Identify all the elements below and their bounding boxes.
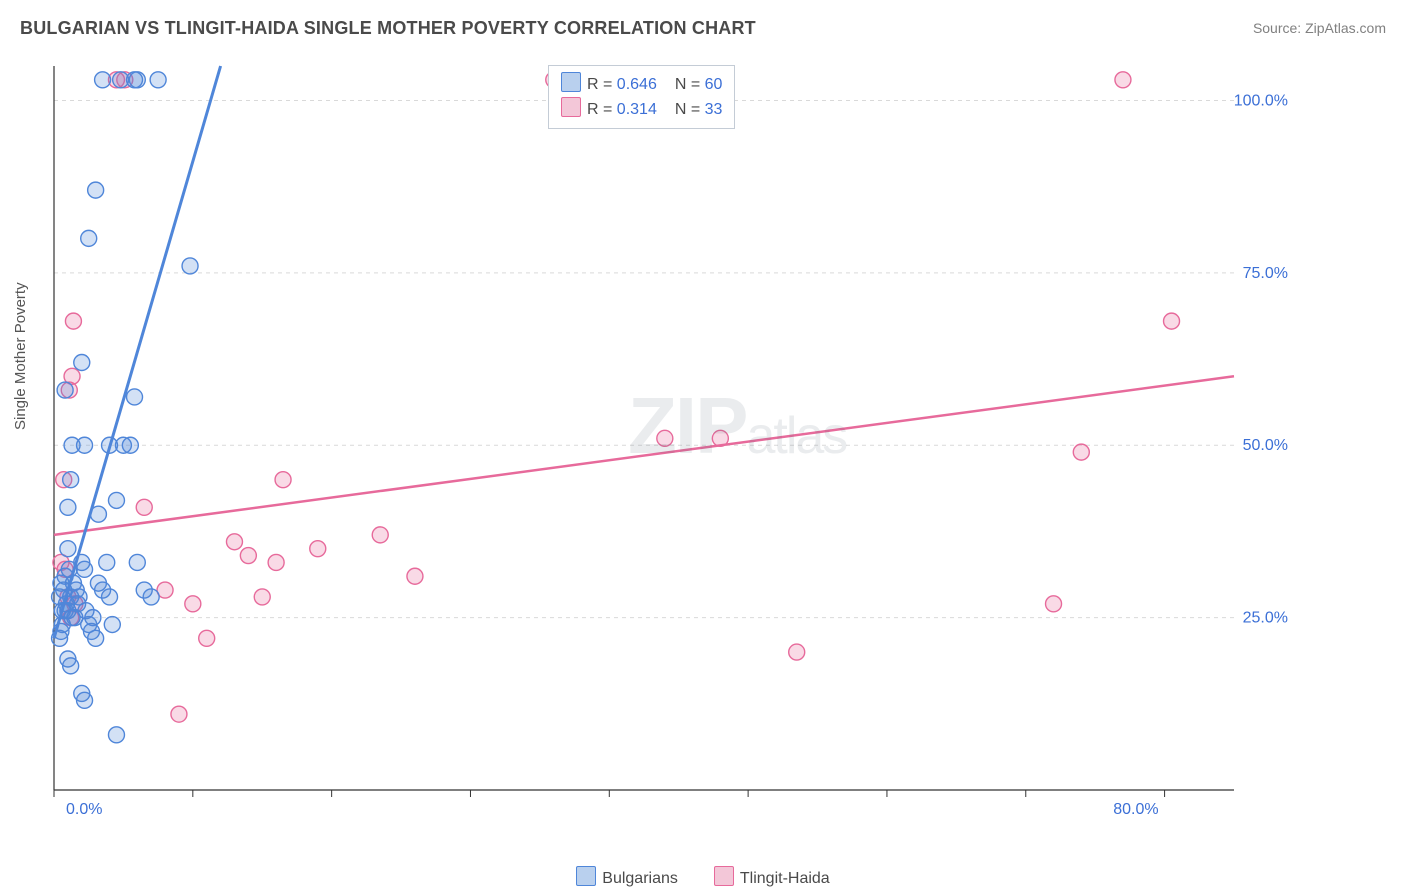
data-point: [108, 492, 124, 508]
trend-line: [54, 376, 1234, 535]
data-point: [63, 472, 79, 488]
data-point: [57, 382, 73, 398]
data-point: [122, 437, 138, 453]
data-point: [185, 596, 201, 612]
data-point: [1046, 596, 1062, 612]
data-point: [95, 72, 111, 88]
stats-legend-box: R = 0.646 N = 60 R = 0.314 N = 33: [548, 65, 735, 129]
data-point: [789, 644, 805, 660]
data-point: [74, 354, 90, 370]
data-point: [275, 472, 291, 488]
data-point: [104, 617, 120, 633]
bottom-legend: Bulgarians Tlingit-Haida: [0, 866, 1406, 888]
data-point: [1115, 72, 1131, 88]
stat-n-value: 60: [705, 76, 723, 93]
data-point: [268, 554, 284, 570]
plot-area: 25.0%50.0%75.0%100.0%0.0%80.0% ZIPatlas …: [48, 60, 1318, 820]
x-tick-label: 80.0%: [1113, 801, 1158, 818]
data-point: [136, 499, 152, 515]
data-point: [171, 706, 187, 722]
legend-swatch: [561, 97, 581, 117]
legend-item: Bulgarians: [576, 870, 678, 887]
stat-n-label: N =: [675, 101, 700, 118]
scatter-chart: 25.0% 50.0% 75.0% 100.0% 0.0% 80.0%: [48, 60, 1318, 820]
chart-container: BULGARIAN VS TLINGIT-HAIDA SINGLE MOTHER…: [0, 0, 1406, 892]
data-point: [1164, 313, 1180, 329]
data-point: [226, 534, 242, 550]
data-point: [77, 561, 93, 577]
stat-n-label: N =: [675, 76, 700, 93]
data-point: [88, 182, 104, 198]
data-point: [60, 541, 76, 557]
y-tick-label: 25.0%: [1243, 610, 1288, 627]
data-point: [81, 230, 97, 246]
stat-n-value: 33: [705, 101, 723, 118]
data-point: [240, 548, 256, 564]
data-point: [99, 554, 115, 570]
y-tick-label: 50.0%: [1243, 437, 1288, 454]
data-point: [63, 658, 79, 674]
data-point: [657, 430, 673, 446]
data-point: [60, 499, 76, 515]
data-point: [65, 313, 81, 329]
data-point: [199, 630, 215, 646]
stat-r-label: R =: [587, 76, 612, 93]
data-point: [88, 630, 104, 646]
y-axis-label: Single Mother Poverty: [12, 282, 29, 430]
y-tick-label: 75.0%: [1243, 265, 1288, 282]
stat-row: R = 0.646 N = 60: [561, 72, 722, 97]
data-point: [129, 72, 145, 88]
data-point: [143, 589, 159, 605]
data-point: [102, 589, 118, 605]
data-point: [310, 541, 326, 557]
legend-swatch: [714, 866, 734, 886]
data-point: [85, 610, 101, 626]
data-point: [182, 258, 198, 274]
source-credit: Source: ZipAtlas.com: [1253, 20, 1386, 36]
legend-swatch: [561, 72, 581, 92]
data-point: [407, 568, 423, 584]
stat-r-label: R =: [587, 101, 612, 118]
data-point: [108, 727, 124, 743]
chart-title: BULGARIAN VS TLINGIT-HAIDA SINGLE MOTHER…: [20, 18, 756, 39]
data-point: [150, 72, 166, 88]
stat-r-value: 0.646: [617, 76, 657, 93]
trend-line: [54, 66, 221, 638]
legend-label: Tlingit-Haida: [740, 870, 830, 887]
data-point: [372, 527, 388, 543]
data-point: [254, 589, 270, 605]
y-tick-label: 100.0%: [1234, 92, 1288, 109]
data-point: [77, 692, 93, 708]
legend-swatch: [576, 866, 596, 886]
legend-item: Tlingit-Haida: [714, 870, 830, 887]
data-point: [127, 389, 143, 405]
data-point: [1073, 444, 1089, 460]
x-tick-label: 0.0%: [66, 801, 102, 818]
data-point: [77, 437, 93, 453]
stat-row: R = 0.314 N = 33: [561, 97, 722, 122]
stat-r-value: 0.314: [617, 101, 657, 118]
data-point: [129, 554, 145, 570]
legend-label: Bulgarians: [602, 870, 678, 887]
